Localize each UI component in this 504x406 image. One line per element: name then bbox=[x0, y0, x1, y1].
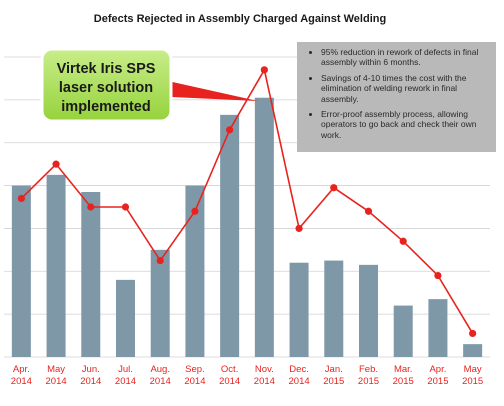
line-point bbox=[330, 184, 338, 192]
notes-list: 95% reduction in rework of defects in fi… bbox=[311, 47, 488, 140]
x-tick-label: Apr. 2015 bbox=[427, 364, 448, 387]
line-point bbox=[191, 207, 199, 215]
bar bbox=[185, 185, 205, 357]
bar bbox=[81, 192, 101, 357]
x-tick-label: Jun. 2014 bbox=[80, 364, 101, 387]
bar bbox=[254, 97, 274, 357]
x-tick-label: Aug. 2014 bbox=[150, 364, 171, 387]
bar bbox=[150, 249, 170, 357]
line-point bbox=[121, 203, 130, 211]
line-point bbox=[469, 329, 477, 338]
line-point bbox=[364, 207, 373, 215]
callout-bubble bbox=[40, 47, 173, 123]
x-tick-labels: Apr. 2014 May 2014 Jun. 2014 Jul. 2014 Aug. 2014 S… bbox=[11, 364, 483, 387]
bar bbox=[463, 344, 483, 357]
x-tick-label: Oct. 2014 bbox=[219, 364, 240, 387]
bar bbox=[116, 279, 135, 357]
note-item: Savings of 4-10 times the cost with the … bbox=[321, 73, 488, 104]
bar bbox=[220, 114, 240, 357]
callout-annotation: Virtek Iris SPS laser solution implement… bbox=[40, 47, 258, 123]
x-tick-label: Dec. 2014 bbox=[289, 364, 310, 387]
chart-title: Defects Rejected in Assembly Charged Aga… bbox=[94, 13, 386, 25]
callout-line-1: Virtek Iris SPS bbox=[57, 61, 156, 77]
callout-line-2: laser solution bbox=[59, 80, 153, 96]
x-tick-label: Apr. 2014 bbox=[11, 364, 32, 387]
bar bbox=[428, 299, 448, 357]
line-point bbox=[156, 256, 164, 265]
x-tick-label: Feb. 2015 bbox=[358, 364, 379, 387]
bar bbox=[393, 305, 413, 357]
notes-box: 95% reduction in rework of defects in fi… bbox=[297, 42, 496, 152]
bar bbox=[11, 185, 31, 357]
x-tick-label: Mar. 2015 bbox=[393, 364, 414, 387]
callout-line-3: implemented bbox=[61, 99, 150, 115]
line-point bbox=[399, 237, 407, 245]
line-point bbox=[226, 126, 234, 134]
line-point bbox=[295, 224, 303, 233]
x-tick-label: May 2014 bbox=[46, 364, 67, 387]
note-item: Error-proof assembly process, allowing o… bbox=[321, 109, 488, 140]
line-point bbox=[52, 160, 60, 168]
x-tick-label: Nov. 2014 bbox=[254, 364, 275, 387]
bar bbox=[324, 260, 344, 357]
note-item: 95% reduction in rework of defects in fi… bbox=[321, 47, 488, 68]
line-point bbox=[17, 194, 25, 203]
x-tick-label: Jul. 2014 bbox=[115, 364, 136, 387]
bar bbox=[359, 264, 378, 357]
bar-series bbox=[11, 97, 483, 357]
x-tick-label: Sep. 2014 bbox=[184, 364, 205, 387]
line-point bbox=[87, 203, 95, 211]
x-tick-label: Jan. 2015 bbox=[323, 364, 344, 387]
x-tick-label: May 2015 bbox=[462, 364, 483, 387]
bar bbox=[289, 262, 309, 357]
line-point bbox=[434, 271, 442, 280]
callout-pointer bbox=[150, 77, 258, 101]
line-point bbox=[260, 66, 268, 74]
bar bbox=[46, 174, 66, 357]
